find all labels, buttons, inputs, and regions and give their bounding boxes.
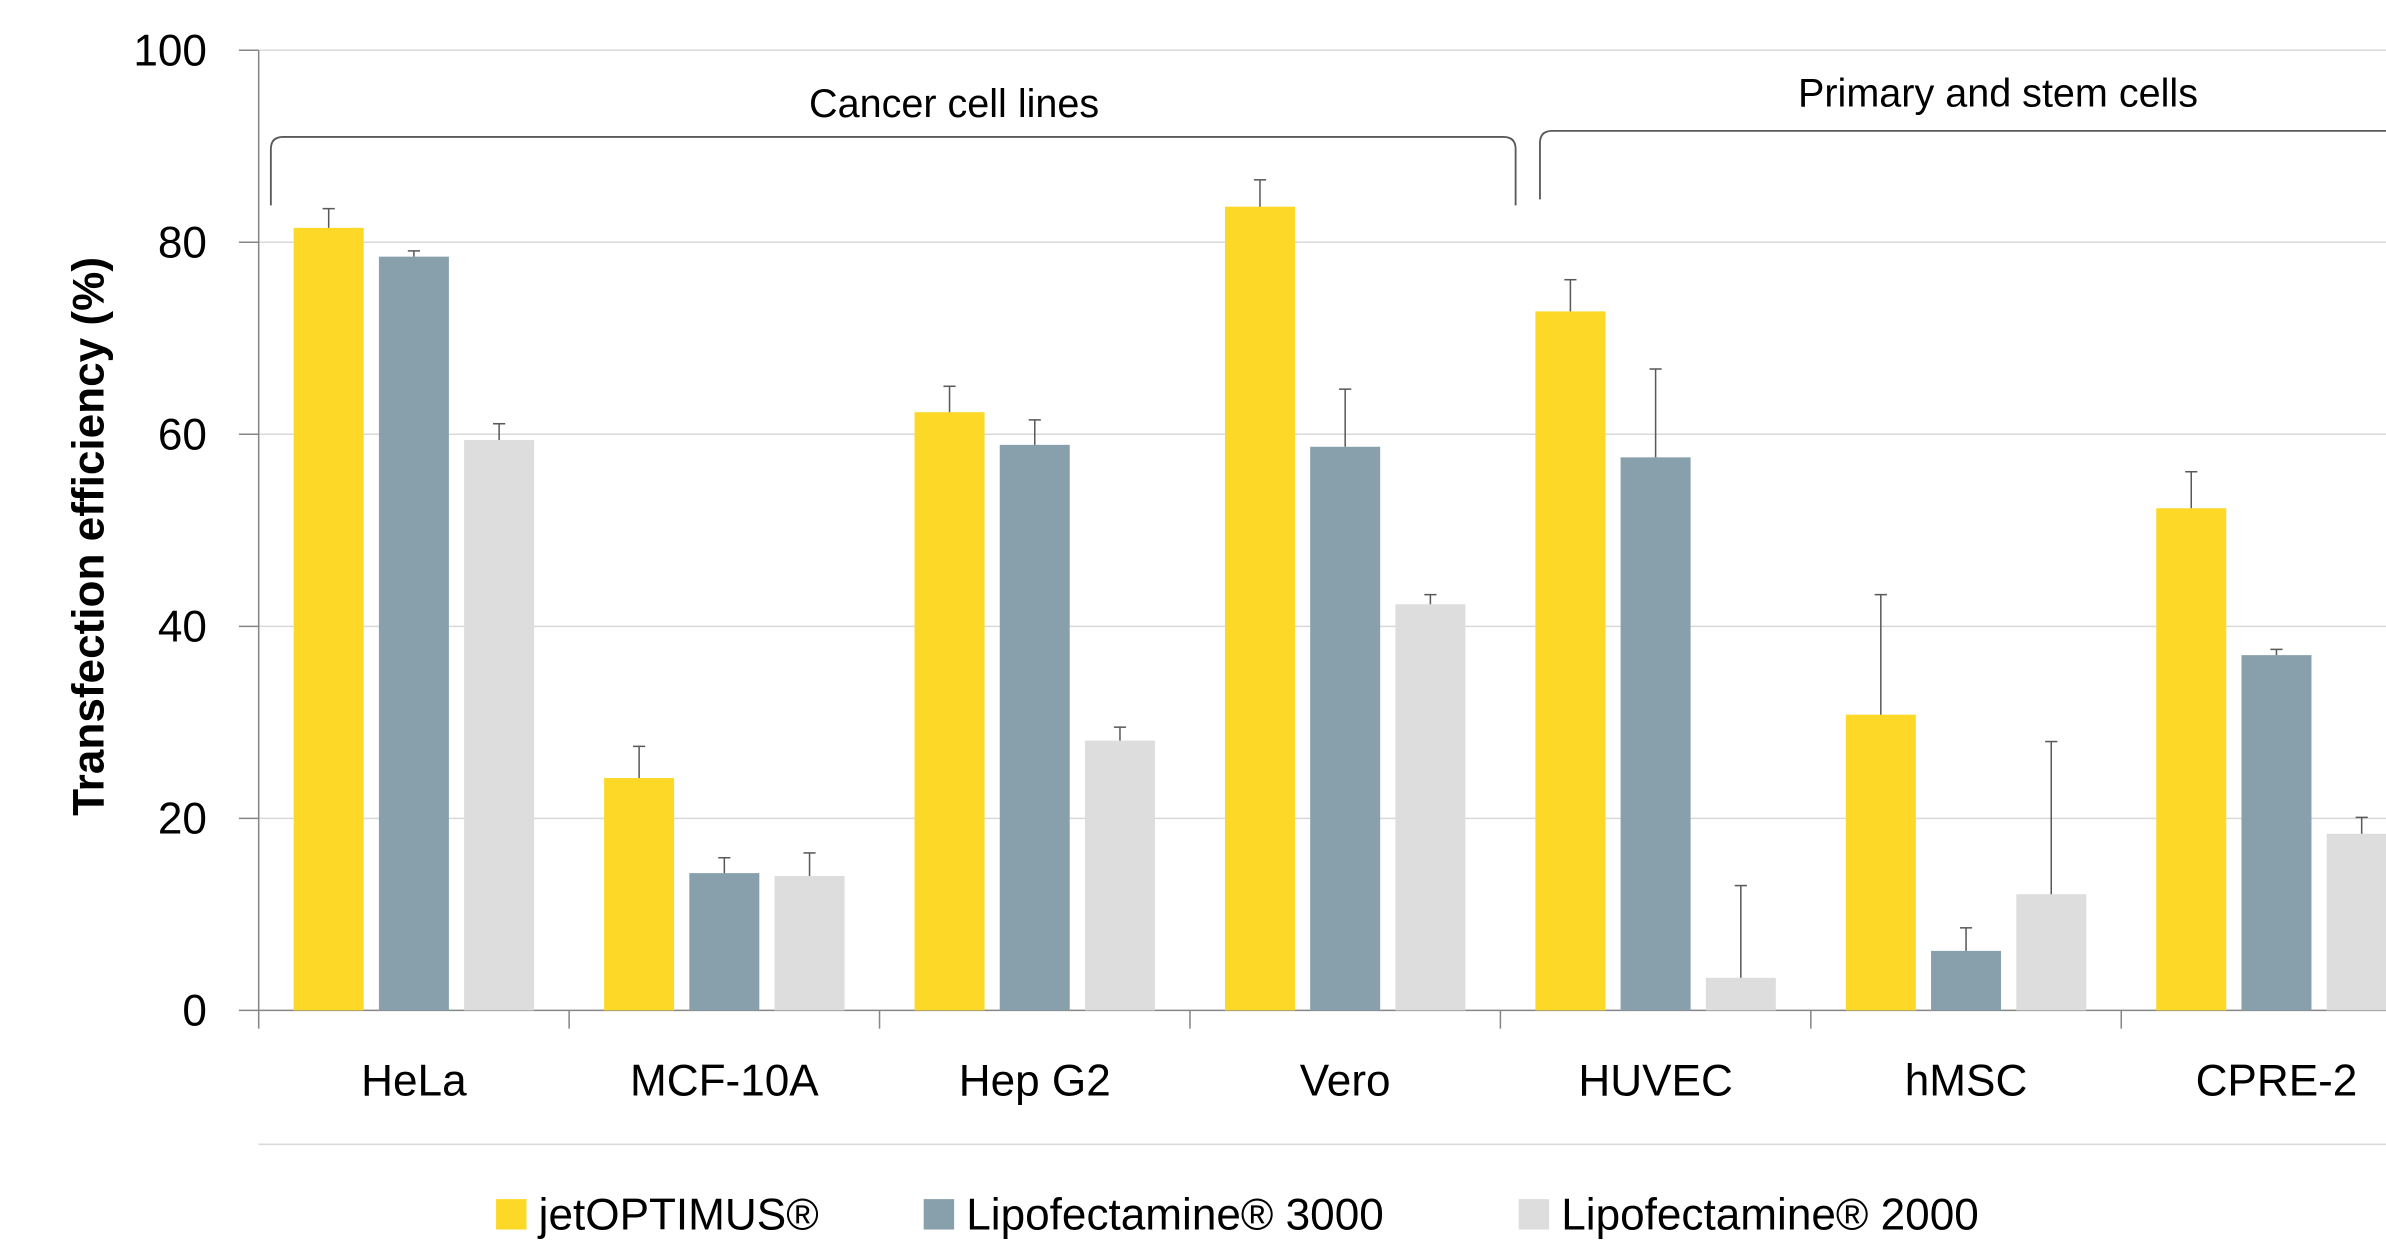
legend-label: Lipofectamine® 3000 [966, 1191, 1384, 1240]
bar [604, 778, 675, 1011]
bar [1395, 604, 1466, 1011]
legend: jetOPTIMUS® Lipofectamine® 3000 Lipofectam… [258, 1143, 2386, 1240]
group-brackets [269, 129, 2386, 206]
bar [1084, 740, 1155, 1011]
y-tick-label: 100 [133, 26, 207, 75]
group-bracket [269, 136, 1517, 206]
group-bracket [1539, 129, 2386, 200]
y-tick-label: 20 [158, 795, 207, 844]
y-axis-title: Transfection efficiency (%) [64, 257, 113, 816]
legend-swatch [923, 1199, 955, 1230]
bar [2016, 894, 2087, 1011]
x-tick-label: Hep G2 [959, 1057, 1111, 1106]
bar [464, 440, 535, 1011]
x-tick-label: Vero [1300, 1057, 1391, 1106]
bar [378, 256, 449, 1011]
bar [1310, 446, 1381, 1011]
y-tick-label: 0 [182, 987, 207, 1036]
x-tick-label: HUVEC [1578, 1057, 1732, 1106]
bar [1931, 950, 2002, 1011]
bar [1224, 206, 1295, 1011]
bar [774, 875, 845, 1011]
bar [293, 227, 364, 1011]
bar [999, 444, 1070, 1011]
y-tick-label: 80 [158, 218, 207, 267]
x-tick-label: MCF-10A [630, 1057, 819, 1106]
y-tick-label: 60 [158, 411, 207, 460]
legend-label: jetOPTIMUS® [537, 1191, 819, 1240]
bars [293, 179, 2386, 1011]
labels: 0 20 40 60 80 100 HeLa MCF-10A Hep G2 Vero HUVEC hM… [64, 26, 2357, 1105]
bar [914, 412, 985, 1011]
group-label: Cancer cell lines [809, 82, 1099, 126]
gridlines [258, 49, 2386, 820]
group-label: Primary and stem cells [1798, 72, 2198, 116]
bar [2156, 508, 2227, 1011]
legend-swatch [1518, 1199, 1550, 1230]
x-tick-label: HeLa [361, 1057, 467, 1106]
legend-swatch [496, 1199, 527, 1230]
bar [1845, 714, 1916, 1011]
x-tick-label: hMSC [1905, 1057, 2028, 1106]
bar [1535, 311, 1606, 1011]
bar [1620, 457, 1691, 1011]
bar [2326, 833, 2386, 1011]
x-tick-label: CPRE-2 [2196, 1057, 2358, 1106]
y-tick-label: 40 [158, 603, 207, 652]
legend-label: Lipofectamine® 2000 [1561, 1191, 1979, 1240]
bar [689, 873, 760, 1011]
bar [2241, 655, 2312, 1011]
bar [1705, 977, 1776, 1011]
